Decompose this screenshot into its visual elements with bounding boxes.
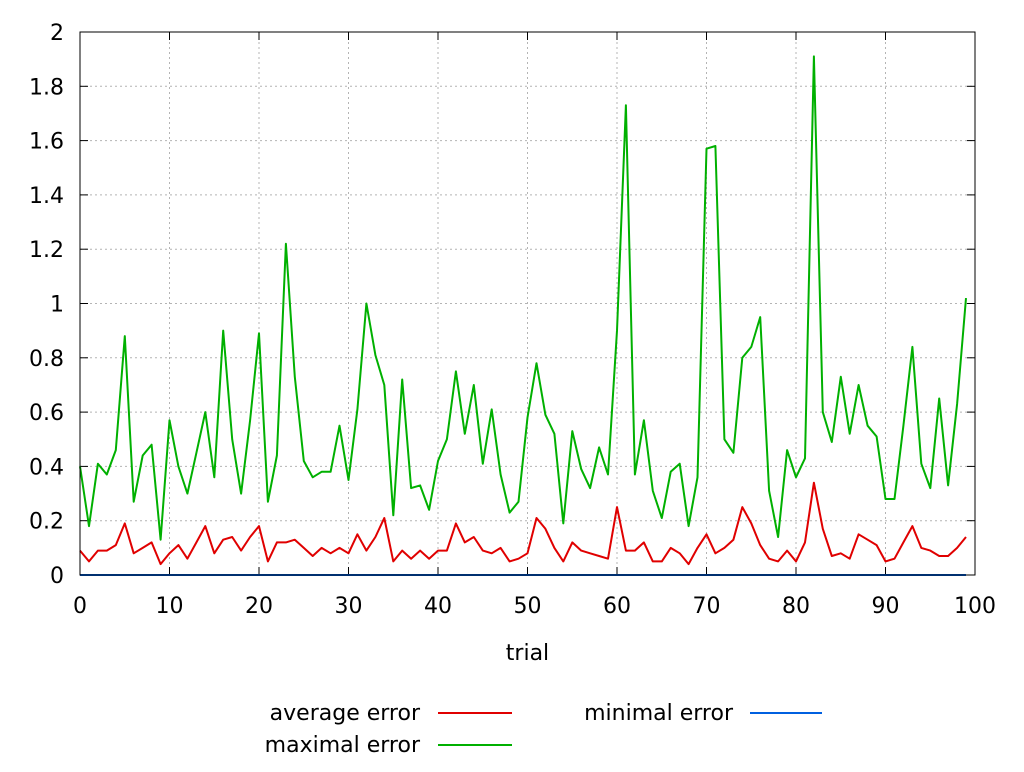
- x-tick-label: 90: [872, 594, 900, 619]
- legend-label-average-error: average error: [270, 701, 421, 726]
- legend-label-maximal-error: maximal error: [265, 733, 421, 758]
- y-tick-label: 0.8: [29, 347, 64, 372]
- x-tick-label: 40: [424, 594, 452, 619]
- x-tick-label: 80: [782, 594, 810, 619]
- y-tick-label: 1.2: [29, 238, 64, 263]
- y-tick-label: 1.8: [29, 75, 64, 100]
- series-line-average-error: [79, 481, 967, 566]
- x-tick-label: 10: [156, 594, 184, 619]
- y-tick-label: 1: [50, 293, 64, 318]
- legend-label-minimal-error: minimal error: [584, 701, 734, 726]
- plot-frame: [79, 31, 976, 576]
- x-tick-label: 20: [245, 594, 273, 619]
- x-tick-label: 100: [954, 594, 996, 619]
- x-axis-label: trial: [506, 641, 549, 666]
- y-tick-label: 0.6: [29, 401, 64, 426]
- x-tick-label: 60: [603, 594, 631, 619]
- y-tick-label: 0.4: [29, 455, 64, 480]
- x-tick-label: 70: [693, 594, 721, 619]
- y-tick-label: 2: [50, 21, 64, 46]
- y-tick-label: 1.4: [29, 184, 64, 209]
- x-tick-label: 0: [73, 594, 87, 619]
- y-tick-label: 0: [50, 564, 64, 589]
- y-tick-label: 1.6: [29, 130, 64, 155]
- grid-lines: [80, 32, 975, 575]
- x-tick-label: 30: [335, 594, 363, 619]
- tick-labels: 00.20.40.60.811.21.41.61.820 10 20 30 40 50 60…: [29, 21, 996, 619]
- y-tick-label: 0.2: [29, 510, 64, 535]
- x-tick-label: 50: [514, 594, 542, 619]
- legend: average error maximal error minimal error: [265, 701, 822, 758]
- series-line-maximal-error: [79, 55, 967, 541]
